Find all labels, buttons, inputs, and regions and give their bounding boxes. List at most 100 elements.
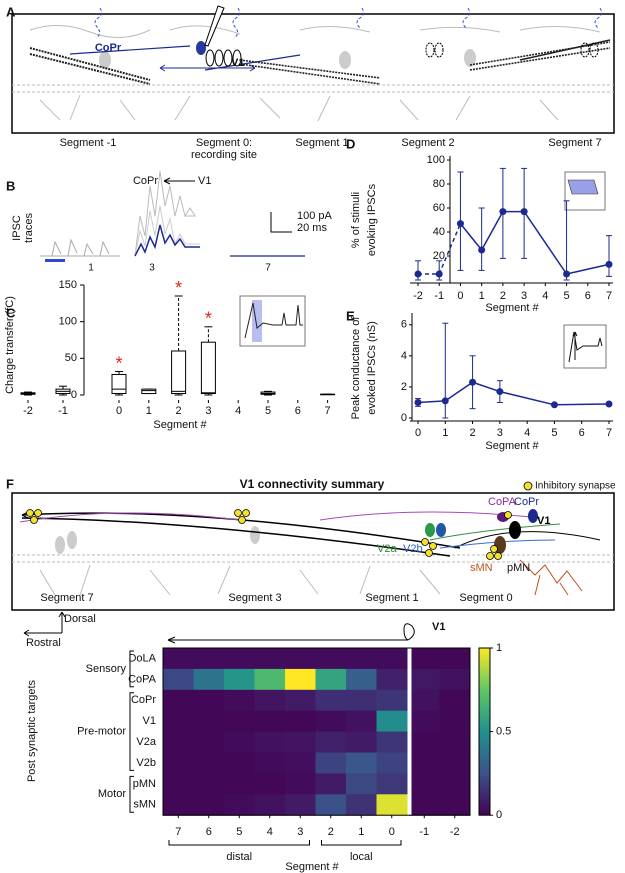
heatmap-cell xyxy=(254,710,286,733)
heatmap-cell xyxy=(346,752,377,774)
heatmap-cell xyxy=(315,794,347,816)
heatmap-cell xyxy=(409,752,440,774)
x-tick-label: 4 xyxy=(524,427,530,439)
heatmap-cell xyxy=(285,648,316,670)
x-tick-label: 2 xyxy=(176,405,182,417)
point xyxy=(499,208,507,216)
x-axis-title: Segment # xyxy=(485,440,539,452)
y-tick-label: 50 xyxy=(65,352,77,364)
heatmap-cell xyxy=(376,752,408,774)
cell-label: CoPr xyxy=(514,496,539,508)
x-tick-label: 0 xyxy=(457,290,463,302)
heatmap-cell xyxy=(163,668,194,691)
y-axis-title: Charge transfer (fC) xyxy=(4,296,16,394)
column-label: 7 xyxy=(175,826,181,838)
heatmap-cell xyxy=(409,689,440,712)
line-segment xyxy=(444,381,473,402)
y-axis-title: evoking IPSCs xyxy=(366,183,378,256)
panel-f-diagram xyxy=(11,481,615,611)
line-segment xyxy=(523,211,568,275)
heatmap-cell xyxy=(376,794,408,816)
point xyxy=(414,398,422,406)
x-tick-label: 3 xyxy=(521,290,527,302)
b-ylabel: IPSC xyxy=(11,215,23,241)
heatmap-cell xyxy=(224,648,255,670)
compass-left: Rostral xyxy=(26,637,61,649)
heatmap-cell xyxy=(409,794,440,816)
heatmap-cell xyxy=(254,752,286,774)
cell-label: CoPA xyxy=(488,496,517,508)
neuron-label: V1 xyxy=(432,621,445,633)
colorbar-tick-label: 0.5 xyxy=(496,726,511,738)
segment-label: Segment -1 xyxy=(60,137,117,149)
heatmap-cell xyxy=(193,773,225,795)
b-ylabel: traces xyxy=(23,213,35,243)
row-bracket xyxy=(129,692,134,771)
heatmap-cell xyxy=(439,794,471,816)
heatmap-cell xyxy=(285,794,316,816)
heatmap-cell xyxy=(224,752,255,774)
heatmap-cell xyxy=(346,689,377,712)
heatmap-cell xyxy=(163,689,194,712)
column-label: 4 xyxy=(267,826,273,838)
heatmap-cell xyxy=(254,668,286,691)
heatmap-cell xyxy=(163,731,194,753)
line-segment xyxy=(472,381,501,393)
heatmap-cell xyxy=(315,689,347,712)
point xyxy=(520,208,528,216)
row-label: V2a xyxy=(136,736,156,748)
row-bracket xyxy=(129,650,134,688)
heatmap-cell xyxy=(346,668,377,691)
segment-label: Segment 0: xyxy=(196,137,252,149)
heatmap-cell xyxy=(224,794,255,816)
x-tick-label: -2 xyxy=(23,405,33,417)
heatmap-cell xyxy=(315,668,347,691)
heatmap-cell xyxy=(376,668,408,691)
x-tick-label: 1 xyxy=(479,290,485,302)
row-group-label: Motor xyxy=(98,788,126,800)
heatmap-cell xyxy=(193,648,225,670)
line-segment xyxy=(481,211,504,251)
x-tick-label: 1 xyxy=(442,427,448,439)
f-legend: Inhibitory synapse xyxy=(535,481,616,492)
heatmap-cell xyxy=(224,710,255,733)
rostral-arrow xyxy=(167,623,415,644)
heatmap-cell xyxy=(409,668,440,691)
colorbar-tick-label: 1 xyxy=(496,642,502,654)
row-label: DoLA xyxy=(128,652,156,664)
x-axis-title: Segment # xyxy=(153,419,207,431)
point xyxy=(496,388,504,396)
y-tick-label: 150 xyxy=(59,279,77,291)
segment-note: recording site xyxy=(191,149,257,161)
heatmap-cell xyxy=(315,752,347,774)
trace-label: 7 xyxy=(265,263,271,274)
trace-label: 1 xyxy=(88,263,94,274)
b-to: V1 xyxy=(198,175,211,187)
line-segment xyxy=(417,400,446,404)
column-label: 2 xyxy=(328,826,334,838)
segment-label: Segment 2 xyxy=(401,137,454,149)
cell-label: V1 xyxy=(231,57,244,69)
y-tick-label: 0 xyxy=(401,412,407,424)
y-tick-label: 60 xyxy=(433,202,445,214)
annotation: * xyxy=(205,309,212,329)
x-axis-title: Segment # xyxy=(285,861,339,873)
row-group-label: Pre-motor xyxy=(77,726,126,738)
point xyxy=(469,378,477,386)
cell-label: V2b xyxy=(403,543,423,555)
row-label: V2b xyxy=(136,757,156,769)
heatmap-cell xyxy=(409,773,440,795)
heatmap-cell xyxy=(224,689,255,712)
compass-up: Dorsal xyxy=(64,613,96,625)
column-bracket xyxy=(321,840,402,846)
heatmap-cell xyxy=(315,731,347,753)
x-tick-label: 4 xyxy=(235,405,241,417)
heatmap-cell xyxy=(193,689,225,712)
x-axis-title: Segment # xyxy=(485,302,539,314)
panel-label: F xyxy=(6,476,14,491)
column-label: -1 xyxy=(419,826,429,838)
x-tick-label: 3 xyxy=(497,427,503,439)
x-tick-label: 2 xyxy=(470,427,476,439)
cell-label: pMN xyxy=(507,562,530,574)
